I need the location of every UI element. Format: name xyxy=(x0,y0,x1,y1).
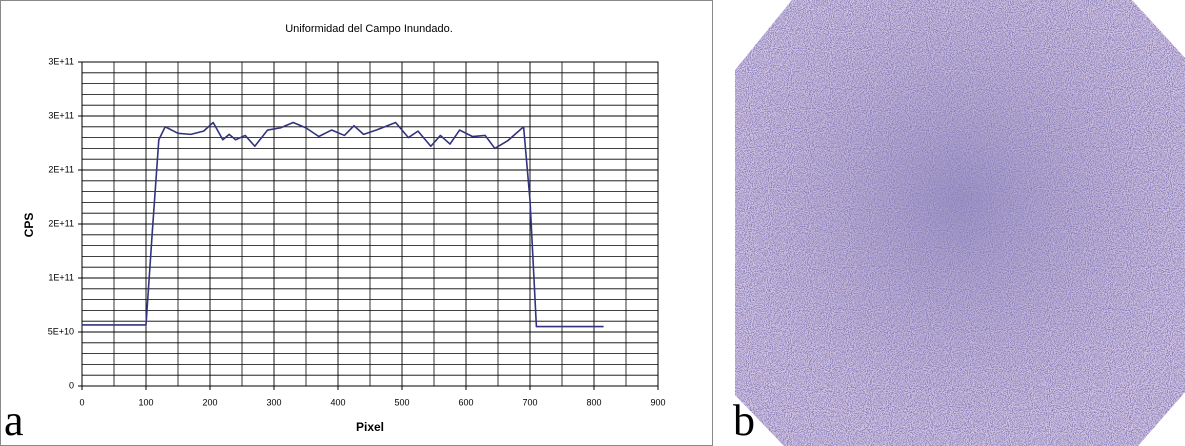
panel-label: b xyxy=(733,396,755,445)
y-tick-label: 3E+11 xyxy=(48,110,74,120)
image-noise xyxy=(735,0,1185,446)
data-line xyxy=(82,121,604,328)
x-tick-label: 600 xyxy=(458,397,473,407)
y-tick-label: 5E+10 xyxy=(48,326,74,336)
y-tick-label: 3E+11 xyxy=(48,56,74,66)
y-axis-label: CPS xyxy=(22,213,36,238)
x-tick-label: 900 xyxy=(650,397,665,407)
y-tick-label: 2E+11 xyxy=(48,218,74,228)
chart-title: Uniformidad del Campo Inundado. xyxy=(285,23,453,35)
y-tick-label: 1E+11 xyxy=(48,272,74,282)
x-tick-label: 100 xyxy=(138,397,153,407)
flood-image xyxy=(735,0,1185,446)
y-tick-label: 0 xyxy=(69,380,74,390)
x-tick-label: 700 xyxy=(522,397,537,407)
panel-label: a xyxy=(4,396,24,445)
x-tick-label: 800 xyxy=(586,397,601,407)
x-axis-label: Pixel xyxy=(356,420,384,434)
x-tick-label: 300 xyxy=(266,397,281,407)
x-tick-label: 0 xyxy=(79,397,84,407)
x-tick-label: 400 xyxy=(330,397,345,407)
x-tick-label: 500 xyxy=(394,397,409,407)
y-tick-label: 2E+11 xyxy=(48,164,74,174)
panel-a-border xyxy=(0,0,713,446)
plot-frame xyxy=(81,61,659,387)
x-tick-label: 200 xyxy=(202,397,217,407)
